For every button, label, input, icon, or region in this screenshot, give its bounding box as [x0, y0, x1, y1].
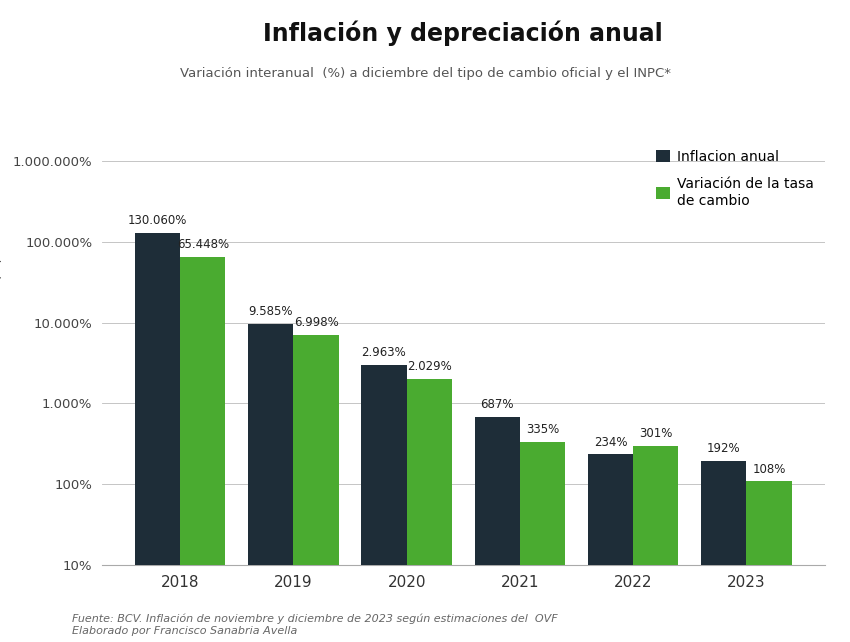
Bar — [474, 417, 520, 642]
Text: 2.963%: 2.963% — [361, 347, 406, 360]
Text: 9.585%: 9.585% — [248, 306, 293, 318]
Bar — [701, 462, 746, 642]
Y-axis label: Variación anual (%): Variación anual (%) — [0, 257, 4, 388]
Bar — [293, 335, 338, 642]
Text: 2.029%: 2.029% — [407, 360, 451, 373]
Bar — [361, 365, 406, 642]
Text: 234%: 234% — [593, 435, 627, 449]
Text: Elaborado por Francisco Sanabria Avella: Elaborado por Francisco Sanabria Avella — [72, 625, 298, 636]
Text: 335%: 335% — [526, 423, 559, 436]
Text: 130.060%: 130.060% — [128, 214, 187, 227]
Bar — [406, 379, 452, 642]
Bar — [520, 442, 565, 642]
Text: 65.448%: 65.448% — [177, 238, 229, 251]
Text: 6.998%: 6.998% — [293, 317, 338, 329]
Text: 687%: 687% — [480, 398, 514, 411]
Text: 301%: 301% — [639, 427, 672, 440]
Bar — [633, 446, 678, 642]
Title: Inflación y depreciación anual: Inflación y depreciación anual — [264, 21, 663, 46]
Bar — [746, 482, 791, 642]
Bar — [588, 455, 633, 642]
Bar — [248, 324, 293, 642]
Text: Fuente: BCV. Inflación de noviembre y diciembre de 2023 según estimaciones del  : Fuente: BCV. Inflación de noviembre y di… — [72, 614, 558, 624]
Bar — [180, 257, 225, 642]
Legend: Inflacion anual, Variación de la tasa
de cambio: Inflacion anual, Variación de la tasa de… — [651, 145, 818, 212]
Text: 108%: 108% — [752, 463, 785, 476]
Text: Variación interanual  (%) a diciembre del tipo de cambio oficial y el INPC*: Variación interanual (%) a diciembre del… — [179, 67, 671, 80]
Bar — [135, 232, 180, 642]
Text: 192%: 192% — [707, 442, 740, 455]
